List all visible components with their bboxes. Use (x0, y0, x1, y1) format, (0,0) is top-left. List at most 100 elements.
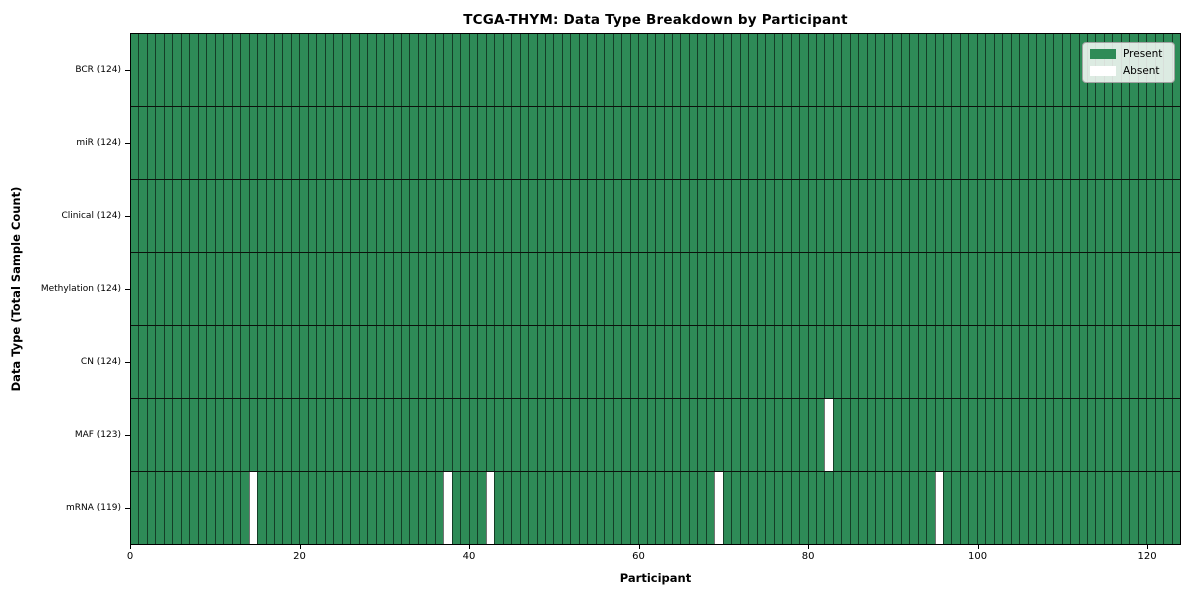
heatmap-cell (900, 326, 910, 398)
heatmap-cell (1027, 326, 1037, 398)
heatmap-cell (1044, 472, 1054, 544)
heatmap-cell (900, 472, 910, 544)
heatmap-cell (155, 180, 164, 252)
heatmap-cell (959, 253, 969, 325)
heatmap-cell (849, 107, 859, 179)
heatmap-row-MAF (131, 398, 1181, 471)
heatmap-cell (883, 253, 893, 325)
x-tick-label: 100 (968, 551, 988, 562)
heatmap-cell (131, 253, 139, 325)
heatmap-cell (866, 472, 876, 544)
heatmap-cell (951, 253, 960, 325)
heatmap-cell (985, 399, 994, 471)
heatmap-cell (993, 107, 1003, 179)
heatmap-cell (570, 180, 579, 252)
y-tick-label: Methylation (124) (40, 284, 121, 294)
heatmap-cell (350, 34, 359, 106)
heatmap-cell (773, 180, 783, 252)
heatmap-cell (638, 326, 647, 398)
heatmap-cell (375, 253, 385, 325)
heatmap-cell (511, 326, 520, 398)
heatmap-cell (358, 253, 368, 325)
heatmap-cell (756, 34, 766, 106)
heatmap-cell (756, 253, 766, 325)
heatmap-cell (722, 34, 732, 106)
heatmap-cell (426, 472, 435, 544)
heatmap-cell (824, 326, 833, 398)
heatmap-cell (638, 180, 647, 252)
heatmap-row-Methylation (131, 252, 1181, 325)
heatmap-cell (477, 472, 486, 544)
heatmap-cell (1044, 107, 1054, 179)
x-tick-mark (1147, 545, 1149, 549)
heatmap-cell (1019, 34, 1028, 106)
heatmap-cell (832, 472, 842, 544)
heatmap-cell (214, 326, 224, 398)
heatmap-cell (858, 180, 867, 252)
heatmap-cell (731, 107, 740, 179)
heatmap-cell (392, 253, 401, 325)
heatmap-cell (680, 253, 689, 325)
heatmap-cell (578, 180, 588, 252)
heatmap-cell (722, 107, 732, 179)
heatmap-cell (426, 107, 435, 179)
heatmap-cell (341, 326, 351, 398)
heatmap-cell (1086, 399, 1096, 471)
heatmap-cell (451, 253, 461, 325)
heatmap-cell (561, 107, 571, 179)
x-tick-label: 60 (632, 551, 645, 562)
heatmap-cell (714, 326, 723, 398)
heatmap-cell (485, 326, 495, 398)
heatmap-cell (943, 253, 952, 325)
heatmap-cell (892, 472, 901, 544)
heatmap-cell (392, 399, 401, 471)
x-tick-mark (299, 545, 301, 549)
heatmap-cell (832, 180, 842, 252)
heatmap-cell (324, 326, 334, 398)
heatmap-cell (155, 107, 164, 179)
heatmap-cell (578, 326, 588, 398)
heatmap-cell (511, 399, 520, 471)
heatmap-cell (875, 180, 884, 252)
heatmap-cell (892, 326, 901, 398)
heatmap-cell (528, 253, 537, 325)
heatmap-cell (519, 180, 529, 252)
heatmap-cell (739, 253, 749, 325)
heatmap-cell (324, 107, 334, 179)
heatmap-cell (892, 180, 901, 252)
heatmap-cell (1095, 107, 1104, 179)
heatmap-cell (875, 107, 884, 179)
heatmap-cell (1044, 399, 1054, 471)
heatmap-cell (1171, 253, 1181, 325)
heatmap-cell (739, 107, 749, 179)
heatmap-row-CN (131, 325, 1181, 398)
heatmap-cell (604, 34, 613, 106)
heatmap-cell (587, 180, 596, 252)
heatmap-cell (528, 472, 537, 544)
heatmap-cell (934, 399, 943, 471)
heatmap-cell (350, 399, 359, 471)
heatmap-cell (926, 326, 935, 398)
heatmap-cell (578, 34, 588, 106)
heatmap-cell (917, 472, 927, 544)
heatmap-cell (1154, 180, 1164, 252)
heatmap-cell (1070, 107, 1079, 179)
heatmap-cell (544, 253, 554, 325)
heatmap-cell (782, 472, 791, 544)
heatmap-cell (985, 107, 994, 179)
heatmap-cell (705, 472, 715, 544)
heatmap-cell (460, 107, 469, 179)
heatmap-cell (993, 253, 1003, 325)
heatmap-cell (290, 253, 300, 325)
heatmap-cell (350, 107, 359, 179)
heatmap-cell (765, 399, 774, 471)
heatmap-cell (790, 34, 800, 106)
heatmap-cell (570, 472, 579, 544)
heatmap-cell (900, 253, 910, 325)
heatmap-cell (612, 253, 622, 325)
heatmap-cell (265, 180, 274, 252)
heatmap-cell (1103, 326, 1113, 398)
heatmap-cell (443, 326, 452, 398)
heatmap-cell (1163, 326, 1172, 398)
heatmap-cell (460, 472, 469, 544)
